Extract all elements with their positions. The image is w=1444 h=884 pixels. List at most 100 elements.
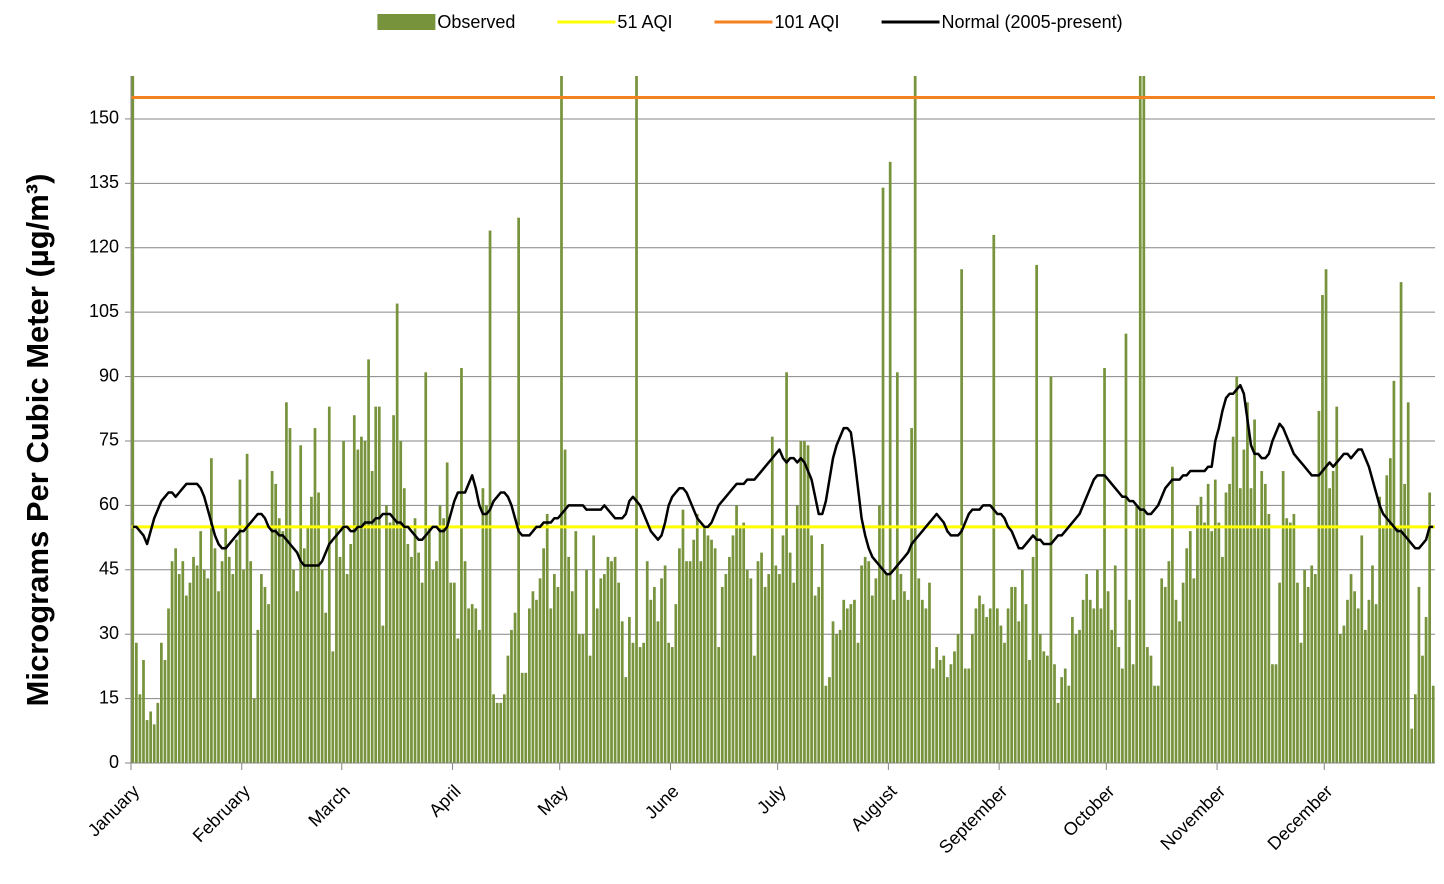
bar bbox=[706, 535, 710, 763]
bar bbox=[945, 677, 949, 763]
bar bbox=[299, 445, 303, 763]
legend-label: 101 AQI bbox=[774, 12, 839, 32]
bar bbox=[849, 604, 853, 763]
bar bbox=[995, 608, 999, 763]
bar bbox=[1356, 608, 1360, 763]
bar bbox=[370, 471, 374, 763]
bar bbox=[374, 406, 378, 763]
bar bbox=[792, 582, 796, 763]
bar bbox=[667, 642, 671, 763]
bar bbox=[1249, 488, 1253, 763]
bar bbox=[845, 608, 849, 763]
bar bbox=[1310, 565, 1314, 763]
x-tick-label: December bbox=[1264, 781, 1337, 854]
bar bbox=[731, 535, 735, 763]
legend-label: Normal (2005-present) bbox=[942, 12, 1123, 32]
bar bbox=[774, 565, 778, 763]
bar bbox=[349, 544, 353, 763]
bar bbox=[1096, 569, 1099, 763]
bar bbox=[1028, 659, 1031, 763]
bar bbox=[288, 428, 292, 763]
bar bbox=[185, 595, 188, 763]
bar bbox=[477, 629, 481, 763]
bar bbox=[1128, 599, 1131, 763]
bar bbox=[1199, 496, 1203, 763]
bar bbox=[1410, 728, 1414, 763]
bar bbox=[824, 685, 828, 763]
bar bbox=[635, 76, 638, 763]
bar bbox=[1156, 685, 1160, 763]
bar bbox=[1353, 591, 1356, 763]
bar bbox=[1246, 402, 1249, 763]
bar bbox=[760, 552, 763, 763]
bar bbox=[1042, 651, 1046, 763]
bar bbox=[563, 449, 567, 763]
bar bbox=[660, 578, 663, 763]
bar bbox=[910, 428, 913, 763]
bar bbox=[460, 367, 463, 763]
bar bbox=[306, 526, 310, 763]
bar bbox=[1367, 599, 1371, 763]
bar bbox=[363, 440, 367, 763]
bar bbox=[631, 642, 635, 763]
bar bbox=[335, 526, 338, 763]
bar bbox=[188, 582, 192, 763]
bar bbox=[302, 548, 306, 763]
x-tick-label: September bbox=[935, 781, 1011, 857]
bar bbox=[313, 428, 317, 763]
bar bbox=[206, 578, 210, 763]
bar bbox=[435, 561, 438, 763]
bar bbox=[920, 599, 924, 763]
bar bbox=[527, 608, 531, 763]
bar bbox=[160, 642, 163, 763]
y-tick-label: 90 bbox=[99, 365, 119, 385]
bar bbox=[735, 505, 738, 763]
bar bbox=[710, 539, 713, 763]
bar bbox=[753, 655, 756, 763]
bar bbox=[1063, 668, 1067, 763]
bar bbox=[1210, 531, 1214, 763]
bar bbox=[674, 604, 678, 763]
bar bbox=[470, 604, 474, 763]
bar bbox=[1374, 604, 1378, 763]
bar bbox=[949, 664, 953, 763]
bar bbox=[170, 561, 174, 763]
bar bbox=[463, 561, 467, 763]
bar bbox=[1142, 76, 1146, 763]
bar bbox=[860, 565, 863, 763]
bar bbox=[1196, 505, 1199, 763]
bar bbox=[1106, 591, 1110, 763]
bar bbox=[581, 634, 585, 763]
bar bbox=[670, 647, 674, 763]
bar bbox=[638, 647, 642, 763]
bar bbox=[1124, 333, 1128, 763]
bar bbox=[988, 608, 992, 763]
bar bbox=[642, 642, 646, 763]
bar bbox=[456, 638, 460, 763]
bar bbox=[599, 578, 603, 763]
bar bbox=[1399, 282, 1403, 763]
bar bbox=[556, 586, 560, 763]
bar bbox=[681, 509, 685, 763]
bar bbox=[628, 617, 631, 763]
bar bbox=[938, 659, 942, 763]
bar bbox=[720, 586, 724, 763]
bar bbox=[1224, 492, 1228, 763]
bar bbox=[402, 488, 406, 763]
bar bbox=[713, 548, 717, 763]
y-tick-label: 150 bbox=[89, 108, 119, 128]
bar bbox=[181, 561, 185, 763]
bar bbox=[728, 556, 731, 763]
bar bbox=[1231, 436, 1235, 763]
x-tick-label: October bbox=[1059, 781, 1118, 840]
bar bbox=[1021, 569, 1024, 763]
bar bbox=[878, 505, 881, 763]
bar bbox=[481, 488, 485, 763]
bar bbox=[1285, 518, 1289, 763]
bar bbox=[220, 561, 224, 763]
bar bbox=[388, 522, 392, 763]
y-tick-label: 75 bbox=[99, 430, 119, 450]
bar bbox=[310, 496, 313, 763]
bar bbox=[163, 659, 167, 763]
